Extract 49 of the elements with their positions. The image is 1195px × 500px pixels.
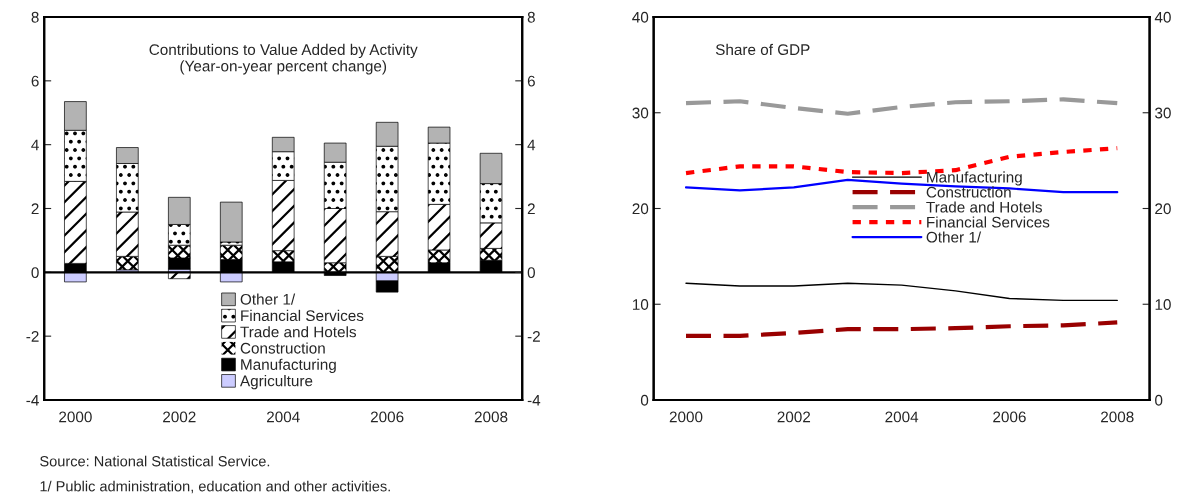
y2-tick-label: 4 [527, 139, 536, 151]
y-tick-label: 0 [640, 394, 649, 406]
legend-label: Construction [926, 186, 1011, 198]
source-note: Source: National Statistical Service. [40, 455, 270, 467]
x-tick-label: 2008 [1101, 411, 1134, 423]
legend-label: Other 1/ [240, 293, 296, 305]
x-tick-label: 2002 [163, 411, 196, 423]
legend-label: Manufacturing [927, 171, 1022, 186]
y-tick-label: 30 [632, 107, 649, 119]
legend-label: Trade and Hotels [926, 201, 1042, 213]
y2-tick-label: 0 [1155, 394, 1163, 406]
legend-label: Financial Services [241, 309, 364, 322]
legend-label: Construction [240, 342, 325, 354]
y2-tick-label: 0 [527, 267, 535, 279]
y-tick-label: 40 [632, 11, 649, 23]
x-tick-label: 2000 [59, 411, 92, 423]
y2-tick-label: 2 [527, 203, 535, 215]
x-tick-label: 2006 [993, 411, 1026, 423]
y2-tick-label: -2 [527, 331, 540, 342]
x-tick-label: 2008 [474, 411, 508, 423]
y2-tick-label: 6 [527, 75, 535, 87]
y2-tick-label: 8 [527, 11, 535, 23]
legend-label: Trade and Hotels [240, 326, 357, 338]
y2-tick-label: 10 [1155, 299, 1171, 310]
x-tick-label: 2000 [669, 411, 703, 423]
x-tick-label: 2002 [777, 411, 811, 423]
legend-label: Manufacturing [241, 358, 336, 373]
text: 1/ Public administration, education and other activities. [40, 480, 390, 494]
legend-label: Agriculture [239, 375, 313, 390]
y-tick-label: 10 [632, 299, 649, 310]
y-tick-label: -2 [26, 331, 39, 342]
y-tick-label: 8 [31, 11, 39, 23]
legend-label: Financial Services [927, 216, 1050, 228]
y2-tick-label: 20 [1155, 203, 1171, 215]
y-tick-label: -4 [26, 395, 39, 406]
y2-tick-label: 40 [1154, 11, 1171, 23]
y-tick-label: 4 [31, 139, 39, 151]
y-tick-label: 6 [31, 75, 39, 87]
y2-tick-label: -4 [527, 395, 541, 406]
y-tick-label: 0 [31, 267, 39, 279]
x-tick-label: 2004 [266, 411, 300, 423]
text: Share of GDP [715, 43, 810, 56]
text: Contributions to Value Added by Activity (Year-on-year percent change) [149, 43, 418, 75]
y2-tick-label: 30 [1155, 107, 1171, 119]
legend-label: Other 1/ [926, 231, 982, 243]
x-tick-label: 2006 [370, 411, 404, 423]
x-tick-label: 2004 [885, 411, 919, 423]
y-tick-label: 20 [632, 203, 649, 215]
y-tick-label: 2 [31, 203, 39, 215]
